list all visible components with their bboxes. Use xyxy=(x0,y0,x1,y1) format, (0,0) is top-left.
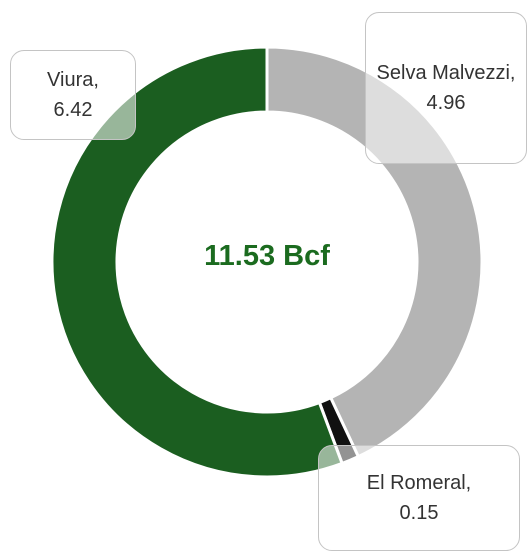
data-label-value: 4.96 xyxy=(426,92,466,114)
data-label: Viura, 6.42 xyxy=(10,50,136,140)
data-label-value: 6.42 xyxy=(53,99,93,121)
data-label-name: El Romeral, xyxy=(366,472,472,494)
slice xyxy=(50,45,345,479)
data-label-name: Selva Malvezzi, xyxy=(376,62,516,84)
data-label-value: 0.15 xyxy=(399,502,439,524)
center-label: 11.53 Bcf xyxy=(204,240,330,272)
data-label: Selva Malvezzi, 4.96 xyxy=(365,12,527,164)
data-label-name: Viura, xyxy=(47,69,99,91)
data-label: El Romeral, 0.15 xyxy=(318,445,520,551)
